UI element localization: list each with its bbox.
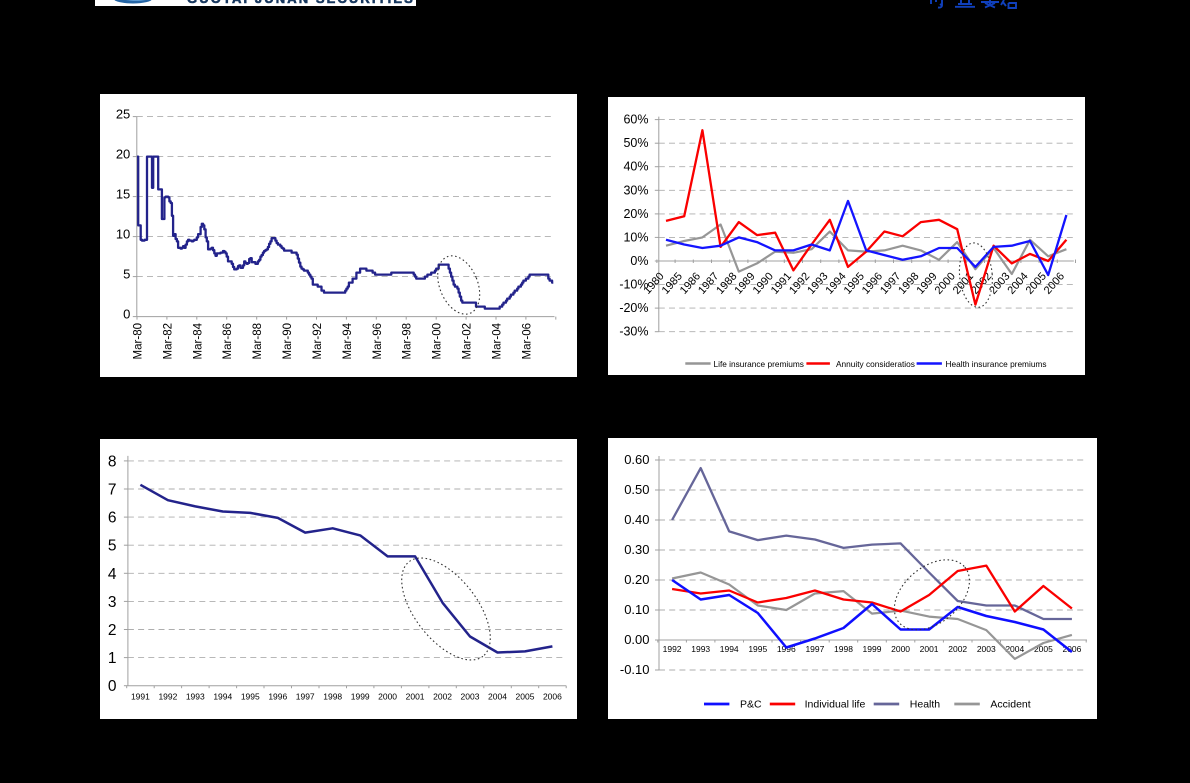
svg-text:Mar-80: Mar-80 [133,323,145,359]
svg-text:2003: 2003 [977,644,996,654]
svg-text:Annuity consideratios: Annuity consideratios [836,359,915,369]
svg-text:2005: 2005 [516,692,535,702]
svg-text:0: 0 [108,678,117,695]
svg-text:0.10: 0.10 [624,602,649,617]
svg-text:-30%: -30% [619,325,648,339]
svg-text:Mar-94: Mar-94 [342,322,354,359]
svg-text:25: 25 [116,107,130,122]
svg-text:Mar-88: Mar-88 [252,323,264,359]
svg-text:2004: 2004 [488,692,507,702]
svg-text:1995: 1995 [748,644,767,654]
svg-text:1: 1 [108,650,117,667]
svg-text:2000: 2000 [378,692,397,702]
svg-text:1992: 1992 [663,644,682,654]
svg-text:60%: 60% [623,113,648,127]
svg-text:0.30: 0.30 [624,542,649,557]
svg-text:Mar-96: Mar-96 [372,323,384,359]
svg-text:1991: 1991 [131,692,150,702]
svg-text:2000: 2000 [891,644,910,654]
svg-text:15: 15 [116,187,130,202]
svg-text:2006: 2006 [1062,644,1081,654]
svg-text:1998: 1998 [834,644,853,654]
svg-text:1993: 1993 [691,644,710,654]
svg-text:Mar-86: Mar-86 [222,323,234,359]
svg-text:10%: 10% [623,230,648,244]
svg-text:0.40: 0.40 [624,512,649,527]
svg-text:Mar-82: Mar-82 [162,323,174,359]
svg-text:P&C: P&C [740,699,762,711]
svg-text:Health insurance premiums: Health insurance premiums [946,359,1047,369]
svg-text:Mar-84: Mar-84 [192,322,204,359]
svg-text:3: 3 [108,594,117,611]
svg-text:0.00: 0.00 [624,632,649,647]
svg-text:1999: 1999 [863,644,882,654]
svg-text:2: 2 [108,622,117,639]
svg-text:2004: 2004 [1005,644,1024,654]
svg-text:1994: 1994 [213,692,232,702]
svg-text:2001: 2001 [406,692,425,702]
svg-text:4: 4 [108,566,117,583]
svg-text:20%: 20% [623,207,648,221]
svg-text:2006: 2006 [1042,270,1067,296]
svg-text:20: 20 [116,147,130,162]
svg-text:Mar-06: Mar-06 [521,323,533,359]
svg-text:2006: 2006 [543,692,562,702]
svg-text:8: 8 [108,453,117,470]
svg-text:1999: 1999 [351,692,370,702]
svg-text:0%: 0% [630,254,648,268]
svg-text:Mar-98: Mar-98 [402,323,414,359]
svg-text:6: 6 [108,510,117,527]
svg-text:0.20: 0.20 [624,572,649,587]
svg-text:1992: 1992 [158,692,177,702]
svg-text:10: 10 [116,227,130,242]
svg-text:Mar-90: Mar-90 [282,323,294,359]
svg-text:-0.10: -0.10 [620,662,650,677]
svg-text:1998: 1998 [323,692,342,702]
svg-text:1997: 1997 [296,692,315,702]
svg-text:0.50: 0.50 [624,482,649,497]
svg-text:Accident: Accident [990,699,1030,711]
svg-text:1994: 1994 [720,644,739,654]
svg-text:Mar-00: Mar-00 [432,323,444,359]
svg-text:Mar-04: Mar-04 [492,322,504,359]
svg-text:1996: 1996 [777,644,796,654]
svg-text:-10%: -10% [619,278,648,292]
svg-text:2003: 2003 [461,692,480,702]
svg-text:Mar-92: Mar-92 [312,323,324,359]
svg-text:2002: 2002 [433,692,452,702]
svg-text:Life insurance premiums: Life insurance premiums [714,359,804,369]
svg-text:2001: 2001 [920,644,939,654]
svg-text:0: 0 [123,307,130,322]
svg-text:5: 5 [123,267,130,282]
svg-text:1993: 1993 [186,692,205,702]
svg-text:1995: 1995 [241,692,260,702]
svg-text:1997: 1997 [805,644,824,654]
svg-text:30%: 30% [623,183,648,197]
svg-text:1996: 1996 [268,692,287,702]
svg-text:40%: 40% [623,160,648,174]
svg-text:50%: 50% [623,136,648,150]
svg-text:7: 7 [108,482,117,499]
svg-text:2005: 2005 [1034,644,1053,654]
svg-text:Health: Health [910,699,941,711]
svg-text:0.60: 0.60 [624,452,649,467]
svg-text:5: 5 [108,538,117,555]
svg-text:Individual life: Individual life [805,699,866,711]
svg-text:-20%: -20% [619,301,648,315]
svg-text:Mar-02: Mar-02 [462,323,474,359]
svg-text:2002: 2002 [948,644,967,654]
